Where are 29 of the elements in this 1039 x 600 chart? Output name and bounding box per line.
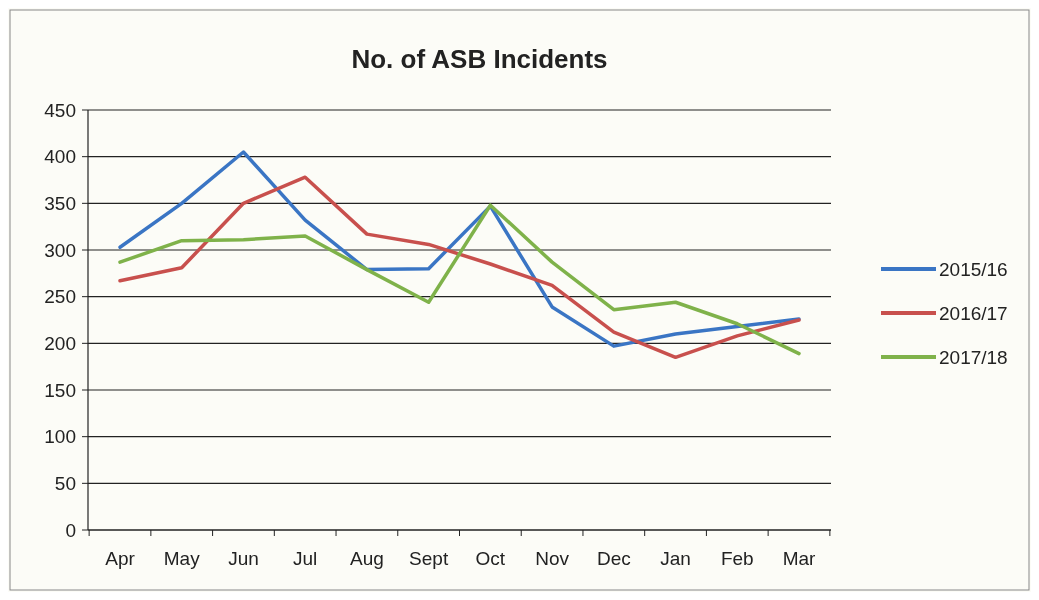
y-tick-label: 200	[44, 332, 76, 354]
y-tick-label: 100	[44, 426, 76, 448]
x-tick-label: May	[163, 548, 201, 569]
line-series	[118, 150, 801, 348]
x-tick-label: Jan	[660, 548, 691, 569]
x-tick-label: Dec	[596, 548, 631, 569]
x-tick-label: Jun	[228, 548, 259, 569]
y-tick-label: 350	[44, 192, 76, 214]
x-tick-label: Feb	[720, 548, 754, 569]
y-tick-label: 250	[44, 286, 76, 308]
line-series	[118, 203, 801, 356]
x-tick-label: Mar	[782, 548, 817, 569]
legend-label: 2016/17	[939, 302, 1008, 324]
y-tick-label: 300	[44, 239, 76, 261]
line-series	[118, 175, 801, 360]
y-tick-label: 450	[44, 99, 76, 121]
x-tick-label: Apr	[105, 548, 136, 569]
x-tick-label: Oct	[475, 548, 506, 569]
legend-label: 2017/18	[939, 346, 1008, 368]
chart-title: No. of ASB Incidents	[351, 44, 608, 74]
y-tick-label: 50	[54, 472, 76, 494]
y-tick-label: 400	[44, 146, 76, 168]
y-tick-label: 0	[65, 519, 76, 541]
y-tick-label: 150	[44, 379, 76, 401]
x-tick-label: Sept	[409, 548, 449, 569]
x-tick-label: Jul	[293, 548, 318, 569]
legend-label: 2015/16	[939, 258, 1008, 280]
x-tick-label: Aug	[350, 548, 384, 569]
x-tick-label: Nov	[535, 548, 570, 569]
